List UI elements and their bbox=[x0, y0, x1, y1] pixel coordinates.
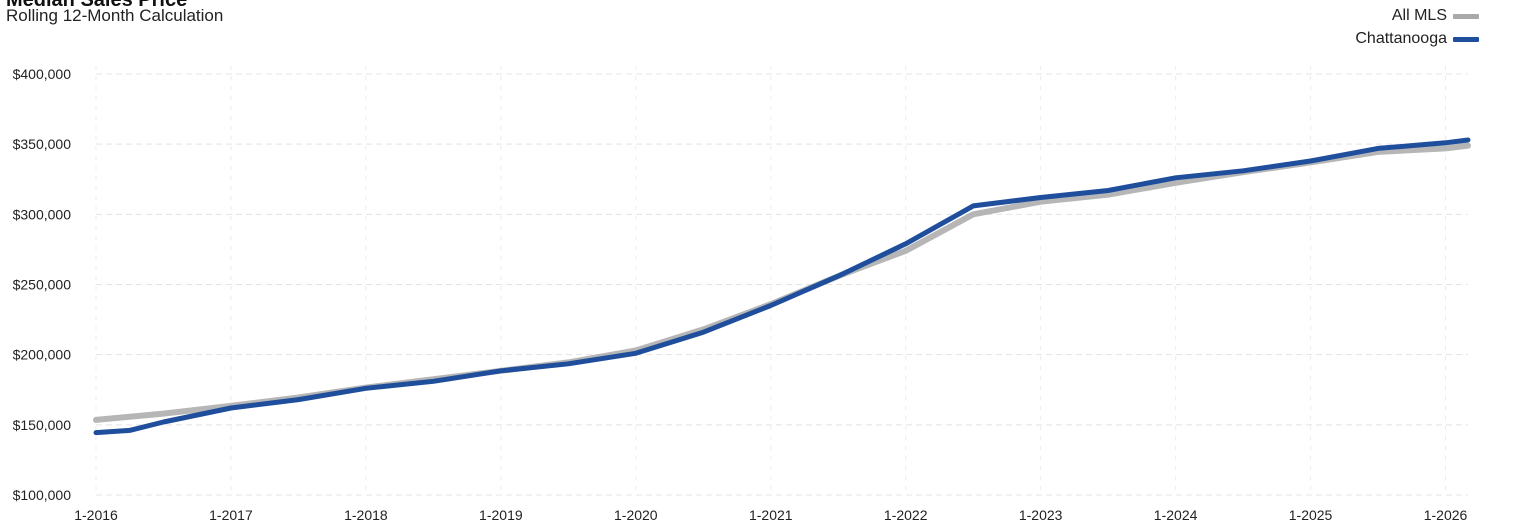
x-tick-label: 1-2026 bbox=[1424, 507, 1468, 523]
y-tick-label: $100,000 bbox=[13, 487, 72, 503]
y-tick-label: $350,000 bbox=[13, 136, 72, 152]
legend-label-chattanooga: Chattanooga bbox=[1355, 30, 1447, 47]
legend-item-all-mls: All MLS bbox=[1392, 7, 1479, 25]
series-line-chattanooga bbox=[93, 137, 1471, 436]
chart-subtitle: Rolling 12-Month Calculation bbox=[6, 6, 224, 25]
series-line-all-mls bbox=[93, 142, 1471, 423]
legend-swatch-chattanooga bbox=[1453, 36, 1479, 42]
chart-title: Median Sales Price bbox=[6, 0, 188, 11]
grid bbox=[95, 66, 1468, 496]
x-tick-label: 1-2023 bbox=[1019, 507, 1063, 523]
x-axis-tick-labels: 1-2016 1-2017 1-2018 1-2019 1-2020 1-2021 1-20… bbox=[74, 507, 1467, 523]
y-tick-label: $250,000 bbox=[13, 277, 72, 293]
x-tick-label: 1-2025 bbox=[1289, 507, 1333, 523]
legend-item-chattanooga: Chattanooga bbox=[1355, 30, 1479, 48]
x-tick-label: 1-2016 bbox=[74, 507, 118, 523]
y-axis-tick-labels: $400,000 $350,000 $300,000 $250,000 $200,000… bbox=[13, 66, 72, 503]
x-tick-label: 1-2020 bbox=[614, 507, 658, 523]
y-tick-label: $200,000 bbox=[13, 347, 72, 363]
x-tick-label: 1-2018 bbox=[344, 507, 388, 523]
y-tick-label: $400,000 bbox=[13, 66, 72, 82]
x-tick-label: 1-2024 bbox=[1154, 507, 1198, 523]
y-tick-label: $300,000 bbox=[13, 206, 72, 222]
x-tick-label: 1-2017 bbox=[209, 507, 253, 523]
y-tick-label: $150,000 bbox=[13, 417, 72, 433]
series-lines bbox=[93, 137, 1471, 436]
x-tick-label: 1-2022 bbox=[884, 507, 928, 523]
x-tick-label: 1-2019 bbox=[479, 507, 523, 523]
legend-swatch-all-mls bbox=[1453, 13, 1479, 19]
legend-label-all-mls: All MLS bbox=[1391, 7, 1447, 24]
x-tick-label: 1-2021 bbox=[749, 507, 793, 523]
